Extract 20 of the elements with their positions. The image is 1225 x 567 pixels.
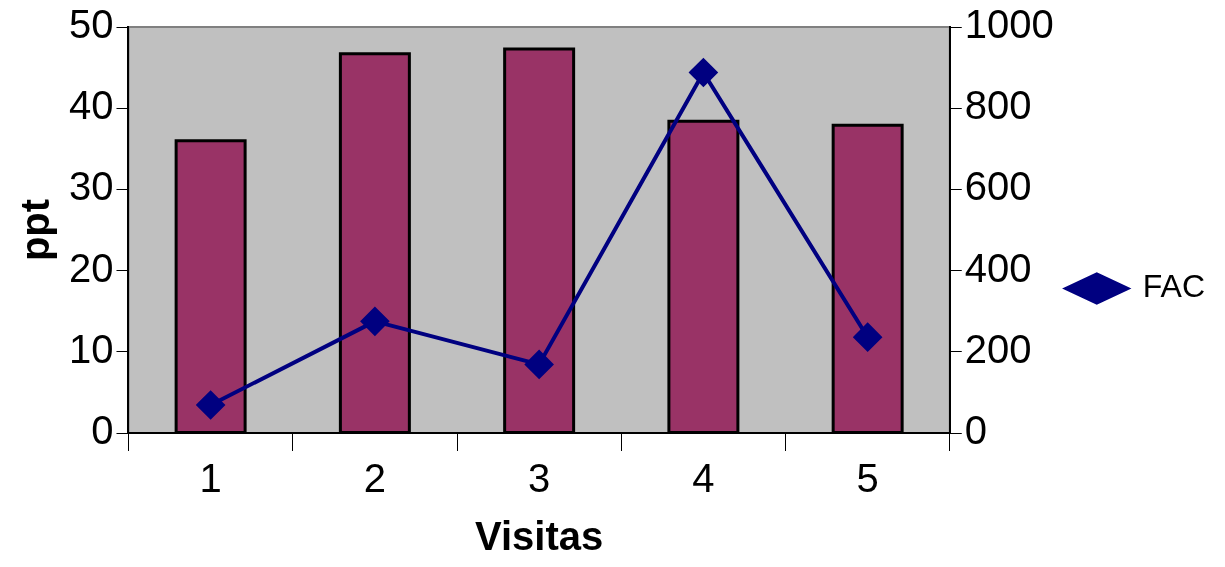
x-tick-label: 5 bbox=[856, 456, 879, 501]
legend-label: FAC bbox=[1142, 268, 1205, 305]
y-tick-label: 50 bbox=[68, 2, 114, 47]
y2-tick-label: 1000 bbox=[964, 2, 1054, 47]
y2-tick-label: 400 bbox=[964, 245, 1032, 290]
y-axis-title: ppt bbox=[13, 198, 58, 262]
x-tick-label: 3 bbox=[528, 456, 551, 501]
x-axis-title: Visitas bbox=[475, 514, 604, 559]
y-tick-label: 40 bbox=[68, 83, 114, 128]
y-tick-label: 10 bbox=[68, 326, 114, 371]
x-tick-label: 2 bbox=[363, 456, 386, 501]
x-tick-label: 1 bbox=[199, 456, 222, 501]
y-tick-label: 30 bbox=[68, 164, 114, 209]
y2-tick-label: 800 bbox=[964, 83, 1032, 128]
x-tick-label: 4 bbox=[692, 456, 715, 501]
y2-tick-label: 200 bbox=[964, 326, 1032, 371]
y-tick-label: 0 bbox=[91, 408, 114, 453]
y2-tick-label: 0 bbox=[964, 408, 988, 453]
y-tick-label: 20 bbox=[68, 245, 114, 290]
y2-tick-label: 600 bbox=[964, 164, 1032, 209]
